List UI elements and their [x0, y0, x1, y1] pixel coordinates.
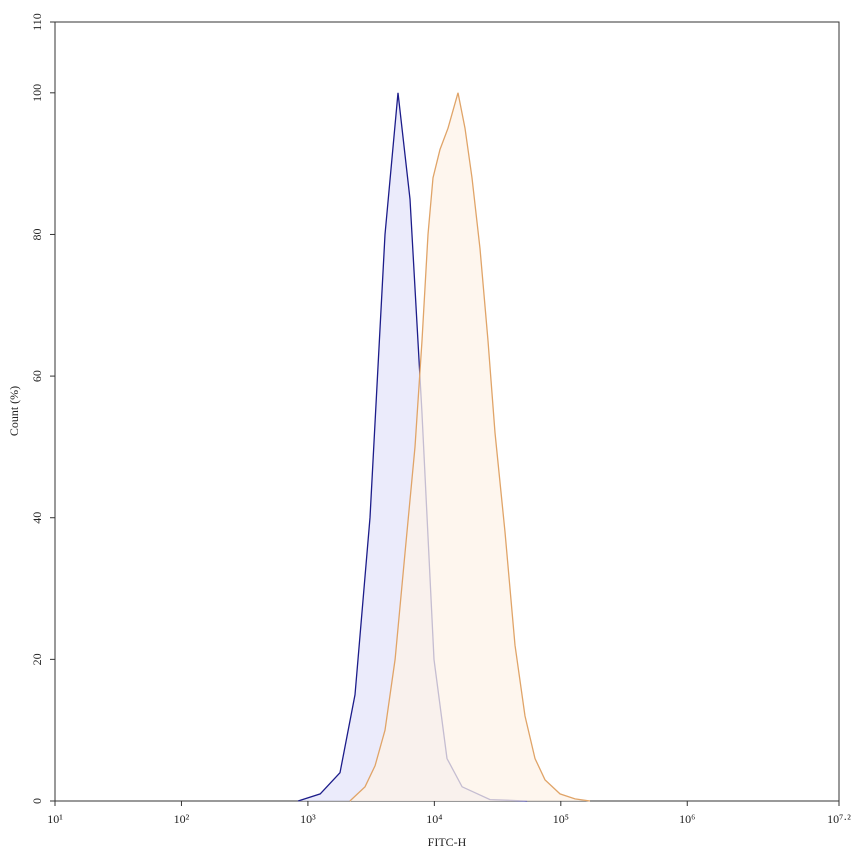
- y-tick-label: 100: [30, 84, 44, 102]
- x-tick-label: 10⁶: [679, 812, 695, 826]
- y-tick-label: 40: [30, 512, 44, 524]
- x-tick-label: 10⁷·²: [827, 812, 851, 826]
- x-tick-label: 10¹: [47, 812, 63, 826]
- area-fill: [298, 92, 528, 802]
- y-tick-label: 60: [30, 370, 44, 382]
- area-line: [349, 92, 591, 802]
- x-tick-label: 10⁵: [553, 812, 569, 826]
- y-tick-label: 110: [30, 13, 44, 31]
- y-tick-label: 20: [30, 653, 44, 665]
- x-tick-label: 10³: [300, 812, 316, 826]
- x-axis-label: FITC-H: [428, 835, 467, 849]
- y-tick-label: 0: [30, 798, 44, 804]
- y-tick-label: 80: [30, 228, 44, 240]
- y-axis-label: Count (%): [7, 386, 21, 436]
- x-tick-label: 10²: [174, 812, 190, 826]
- x-tick-label: 10⁴: [426, 812, 442, 826]
- area-fill: [349, 92, 591, 802]
